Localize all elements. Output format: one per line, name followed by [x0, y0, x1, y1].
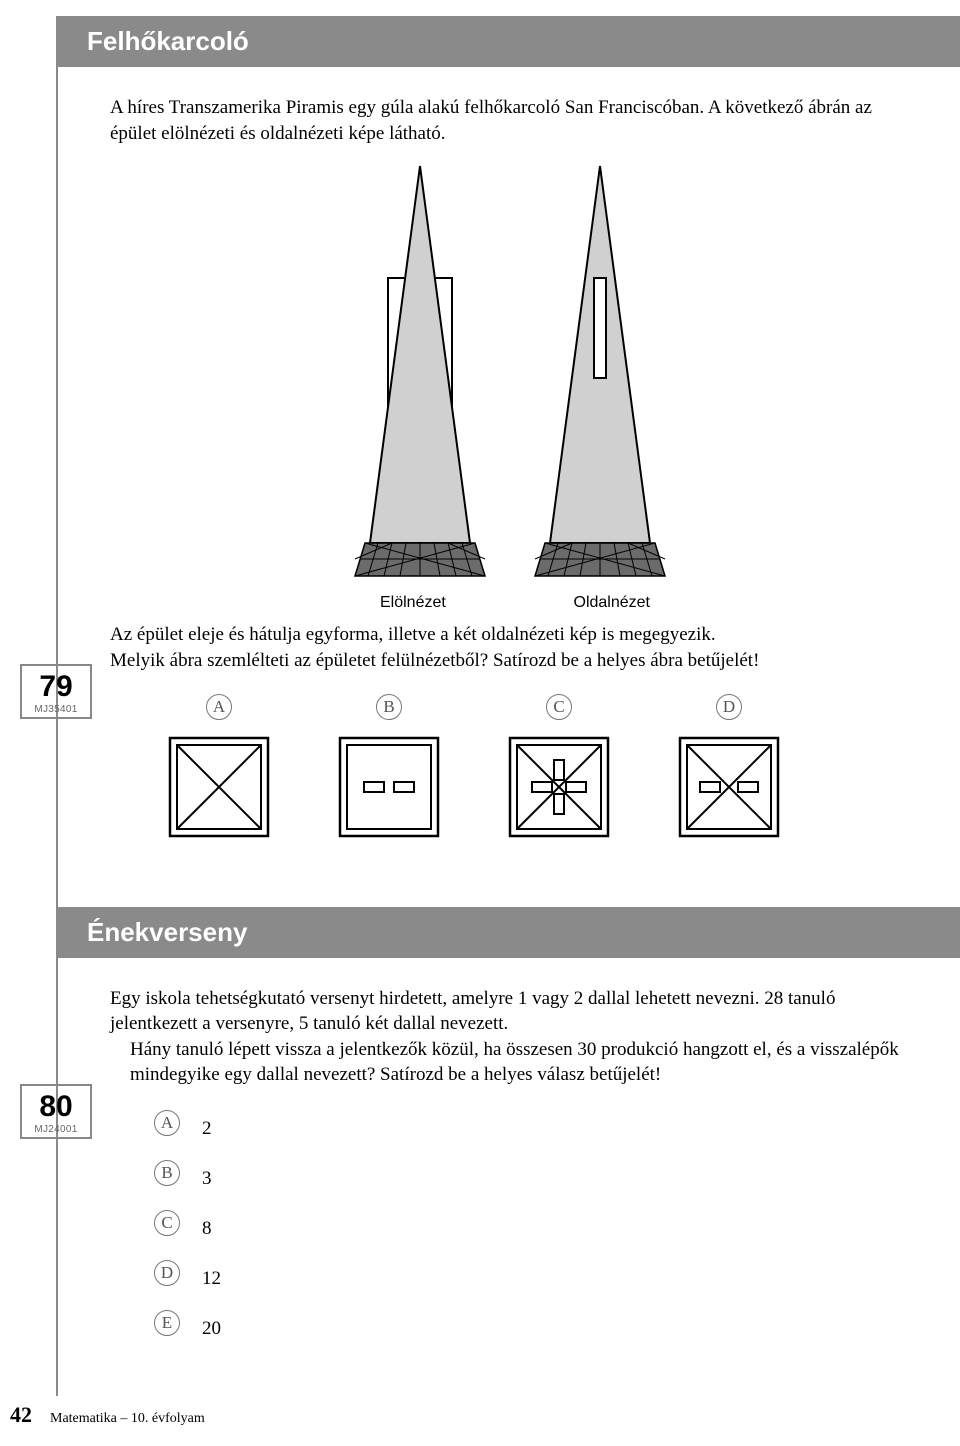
option-c-label: C — [546, 694, 572, 720]
q79-code: MJ35401 — [24, 704, 88, 715]
page-number: 42 — [10, 1402, 32, 1428]
q80-answers: A 2 B 3 C 8 D 12 E 20 — [154, 1110, 910, 1348]
tower-diagram — [300, 158, 720, 588]
section1-header: Felhőkarcoló — [57, 16, 960, 67]
q79-number: 79 — [24, 672, 88, 702]
q80-number: 80 — [24, 1092, 88, 1122]
answer-d-label: D — [154, 1260, 180, 1286]
answer-c-label: C — [154, 1210, 180, 1236]
label-front: Elölnézet — [380, 594, 446, 612]
q80-marker: 80 MJ24001 — [20, 1084, 92, 1139]
answer-a[interactable]: A 2 — [154, 1110, 910, 1148]
answer-e-value: 20 — [202, 1318, 221, 1340]
q80-p1: Egy iskola tehetségkutató versenyt hirde… — [110, 986, 910, 1037]
answer-b-value: 3 — [202, 1168, 212, 1190]
section1-intro: A híres Transzamerika Piramis egy gúla a… — [110, 95, 910, 146]
option-c[interactable]: C — [494, 694, 624, 847]
option-d-diagram — [674, 732, 784, 842]
footer-text: Matematika – 10. évfolyam — [50, 1411, 205, 1427]
answer-b-label: B — [154, 1160, 180, 1186]
option-d-label: D — [716, 694, 742, 720]
answer-d-value: 12 — [202, 1268, 221, 1290]
answer-a-value: 2 — [202, 1118, 212, 1140]
answer-c-value: 8 — [202, 1218, 212, 1240]
section2-title: Énekverseny — [87, 917, 247, 947]
section1-title: Felhőkarcoló — [87, 26, 249, 56]
q79-body: Az épület eleje és hátulja egyforma, ill… — [110, 622, 910, 846]
answer-b[interactable]: B 3 — [154, 1160, 910, 1198]
option-c-diagram — [504, 732, 614, 842]
answer-d[interactable]: D 12 — [154, 1260, 910, 1298]
option-b-label: B — [376, 694, 402, 720]
section2-header: Énekverseny — [57, 907, 960, 958]
footer: 42 Matematika – 10. évfolyam — [10, 1402, 205, 1428]
q80-p2: Hány tanuló lépett vissza a jelentkezők … — [130, 1037, 910, 1088]
option-b-diagram — [334, 732, 444, 842]
answer-e[interactable]: E 20 — [154, 1310, 910, 1348]
option-d[interactable]: D — [664, 694, 794, 847]
q79-line1: Az épület eleje és hátulja egyforma, ill… — [110, 622, 910, 648]
option-b[interactable]: B — [324, 694, 454, 847]
q79-marker: 79 MJ35401 — [20, 664, 92, 719]
tower-labels: Elölnézet Oldalnézet — [310, 594, 710, 612]
q80-body: Egy iskola tehetségkutató versenyt hirde… — [110, 986, 910, 1349]
answer-e-label: E — [154, 1310, 180, 1336]
q80-code: MJ24001 — [24, 1124, 88, 1135]
q79-options: A B C — [154, 694, 794, 847]
section1-content: A híres Transzamerika Piramis egy gúla a… — [110, 95, 910, 612]
answer-a-label: A — [154, 1110, 180, 1136]
option-a-label: A — [206, 694, 232, 720]
option-a[interactable]: A — [154, 694, 284, 847]
q79-line2: Melyik ábra szemlélteti az épületet felü… — [110, 648, 910, 674]
option-a-diagram — [164, 732, 274, 842]
answer-c[interactable]: C 8 — [154, 1210, 910, 1248]
label-side: Oldalnézet — [574, 594, 651, 612]
